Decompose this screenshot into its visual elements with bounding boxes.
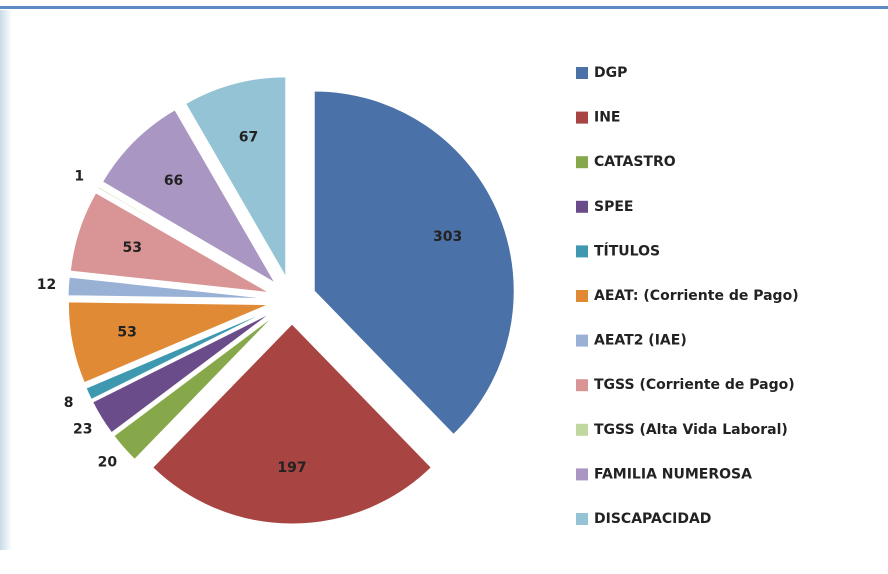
pie-slice: [69, 192, 270, 294]
legend-swatch: [576, 200, 588, 213]
data-label: 197: [277, 460, 306, 476]
data-label: 1: [74, 168, 84, 184]
legend-swatch: [576, 67, 588, 79]
pie-slice: [101, 109, 277, 285]
legend-swatch: [576, 379, 588, 392]
pie-slice: [313, 90, 515, 436]
legend-label: CATASTRO: [594, 154, 676, 170]
pie: 303 197 20 23 8 53 12 53 1 66 67: [37, 76, 515, 525]
legend-label: DISCAPACIDAD: [594, 511, 711, 527]
pie-slice: [113, 315, 275, 461]
data-label: 12: [37, 277, 56, 293]
left-edge: [0, 10, 12, 550]
pie-slice: [67, 276, 269, 300]
legend-label: TÍTULOS: [594, 242, 660, 259]
legend-swatch: [576, 245, 588, 258]
legend-label: AEAT2 (IAE): [594, 333, 687, 349]
legend-label: DGP: [594, 65, 627, 81]
pie-slice: [97, 186, 272, 289]
data-label: 53: [117, 324, 136, 340]
data-label: 53: [123, 240, 142, 256]
pie-slice: [184, 76, 287, 279]
pie-slice: [151, 323, 433, 525]
legend-swatch: [576, 513, 588, 525]
pie-slice: [92, 312, 272, 434]
top-border: [0, 6, 888, 9]
data-label: 67: [239, 130, 258, 146]
pie-slice: [85, 309, 271, 401]
legend-swatch: [576, 111, 588, 124]
legend-label: SPEE: [594, 199, 633, 215]
data-label: 8: [64, 395, 74, 411]
data-label: 20: [98, 455, 118, 471]
legend-label: AEAT: (Corriente de Pago): [594, 288, 799, 304]
legend: DGP INE CATASTRO SPEE TÍTULOS AEAT: (Corrient…: [576, 65, 799, 527]
legend-swatch: [576, 423, 588, 436]
legend-label: INE: [594, 110, 621, 126]
data-label: 23: [73, 421, 92, 437]
legend-label: TGSS (Corriente de Pago): [594, 377, 795, 393]
legend-swatch: [576, 156, 588, 169]
data-label: 303: [433, 229, 462, 245]
legend-label: TGSS (Alta Vida Laboral): [594, 422, 788, 438]
legend-swatch: [576, 290, 588, 302]
data-label: 66: [164, 173, 183, 189]
legend-swatch: [576, 334, 588, 347]
pie-slice: [67, 301, 269, 384]
legend-label: FAMILIA NUMEROSA: [594, 466, 752, 482]
legend-swatch: [576, 468, 588, 481]
